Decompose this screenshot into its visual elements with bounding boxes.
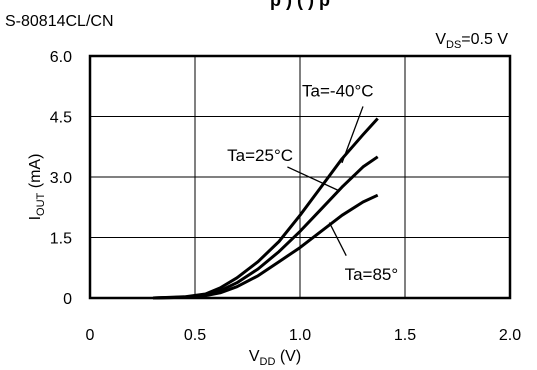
device-label: S-80814CL/CN <box>5 13 114 30</box>
chart-title-fragment: p ) ( ) p <box>270 0 330 10</box>
annotation-label-3: Ta=85° <box>345 265 399 284</box>
y-axis-label-sub: OUT <box>35 192 47 216</box>
y-tick-label: 4.5 <box>50 110 72 127</box>
annotation-label-2: Ta=25°C <box>227 146 293 165</box>
condition-label: VDS=0.5 V <box>435 31 508 51</box>
x-tick-label: 0 <box>86 327 95 344</box>
series-annotations: Ta=-40°C Ta=25°C Ta=85° <box>227 81 398 284</box>
x-tick-labels: 0 0.5 1.0 1.5 2.0 <box>86 327 522 344</box>
y-tick-label: 3.0 <box>50 170 72 187</box>
x-axis-label-sub: DD <box>260 356 276 368</box>
x-tick-label: 1.0 <box>289 327 311 344</box>
y-axis-label: IOUT (mA) <box>27 154 47 221</box>
x-tick-label: 0.5 <box>184 327 206 344</box>
condition-value: =0.5 V <box>461 31 508 48</box>
y-tick-label: 6.0 <box>50 49 72 66</box>
x-axis-label-main: V <box>249 348 260 365</box>
y-axis-label-unit: (mA) <box>27 154 44 193</box>
condition-main: V <box>435 31 446 48</box>
annotation-pointer-1 <box>342 106 363 162</box>
annotation-label-1: Ta=-40°C <box>302 81 374 100</box>
x-axis-label: VDD (V) <box>249 348 301 368</box>
y-tick-label: 0 <box>63 291 72 308</box>
y-tick-label: 1.5 <box>50 231 72 248</box>
grid-lines <box>90 56 510 298</box>
condition-sub: DS <box>446 39 461 51</box>
x-tick-label: 1.5 <box>394 327 416 344</box>
annotation-pointer-3 <box>329 223 346 256</box>
x-tick-label: 2.0 <box>499 327 521 344</box>
x-axis-label-unit: (V) <box>275 348 301 365</box>
y-tick-labels: 0 1.5 3.0 4.5 6.0 <box>50 49 72 308</box>
